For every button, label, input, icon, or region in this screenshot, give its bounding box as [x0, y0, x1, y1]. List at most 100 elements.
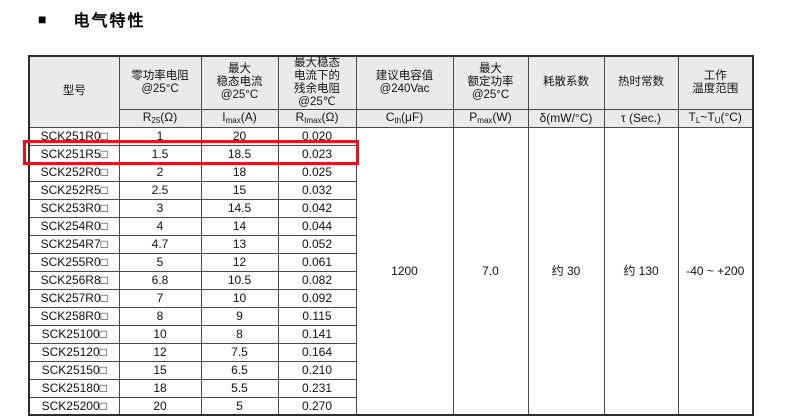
section-title-text: 电气特性	[73, 13, 146, 30]
cell-r25: 4.7	[118, 234, 202, 254]
cell-r25: 15	[118, 360, 202, 380]
cell-model: SCK255R0□	[28, 252, 120, 272]
cell-model: SCK256R8□	[28, 270, 120, 290]
merged-cell-tau: 约 130	[603, 126, 679, 416]
section-bullet-icon: ■	[38, 11, 47, 27]
cell-imax: 12	[200, 252, 279, 272]
table-row: SCK251R5□ 1.5 18.5 0.023	[28, 144, 753, 164]
cell-imax: 10.5	[200, 270, 279, 290]
column-header-recommended-capacitance: 建议电容值 @240Vac	[355, 55, 454, 110]
table-row: SCK25150□ 15 6.5 0.210	[28, 360, 753, 380]
table-row: SCK257R0□ 7 10 0.092	[28, 288, 753, 308]
table-row: SCK251R0□ 1 20 0.020 1200 7.0 约 30 约 130 -40 ~ +…	[28, 126, 754, 416]
cell-rlmax: 0.020	[277, 126, 357, 146]
table-header: 型号 零功率电阻 @25°C 最大 稳态电流 @25°C 最大稳态 电流下的 残…	[28, 55, 754, 128]
cell-imax: 18.5	[200, 144, 279, 164]
merged-cell-temp_range: -40 ~ +200	[677, 126, 754, 416]
column-header-dissipation-factor: 耗散系数	[527, 55, 605, 110]
cell-r25: 7	[118, 288, 202, 308]
cell-model: SCK252R0□	[28, 162, 120, 182]
cell-rlmax: 0.141	[277, 324, 357, 344]
unit-header-tau: τ (Sec.)	[603, 108, 679, 128]
table-row: SCK25200□ 20 5 0.270	[28, 396, 753, 416]
cell-rlmax: 0.044	[277, 216, 357, 236]
cell-r25: 20	[118, 396, 202, 416]
cell-rlmax: 0.092	[277, 288, 357, 308]
unit-header-cth: Cth(μF)	[355, 108, 454, 128]
cell-imax: 14	[200, 216, 279, 236]
cell-model: SCK253R0□	[28, 198, 120, 218]
table-row: SCK252R5□ 2.5 15 0.032	[28, 180, 753, 200]
cell-r25: 6.8	[118, 270, 202, 290]
cell-model: SCK254R0□	[28, 216, 120, 236]
table-row: SCK258R0□ 8 9 0.115	[28, 306, 753, 326]
cell-model: SCK257R0□	[28, 288, 120, 308]
unit-header-imax: Imax(A)	[200, 108, 279, 128]
cell-r25: 1.5	[118, 144, 202, 164]
cell-model: SCK258R0□	[28, 306, 120, 326]
cell-model: SCK25200□	[28, 396, 120, 416]
table-row: SCK255R0□ 5 12 0.061	[28, 252, 753, 272]
cell-imax: 5	[200, 396, 279, 416]
unit-header-r25: R25(Ω)	[118, 108, 202, 128]
cell-rlmax: 0.025	[277, 162, 357, 182]
column-header-thermal-time-constant: 热时常数	[603, 55, 679, 110]
table-row: SCK256R8□ 6.8 10.5 0.082	[28, 270, 753, 290]
cell-imax: 20	[200, 126, 279, 146]
cell-model: SCK25180□	[28, 378, 120, 398]
cell-r25: 3	[118, 198, 202, 218]
cell-rlmax: 0.042	[277, 198, 357, 218]
cell-model: SCK25100□	[28, 324, 120, 344]
cell-imax: 13	[200, 234, 279, 254]
cell-imax: 14.5	[200, 198, 279, 218]
cell-rlmax: 0.164	[277, 342, 357, 362]
table-row: SCK25120□ 12 7.5 0.164	[28, 342, 753, 362]
cell-imax: 6.5	[200, 360, 279, 380]
merged-cell-cth: 1200	[355, 126, 454, 416]
unit-header-temp-range: TL~TU(°C)	[677, 108, 754, 128]
cell-imax: 15	[200, 180, 279, 200]
cell-imax: 8	[200, 324, 279, 344]
cell-model: SCK254R7□	[28, 234, 120, 254]
unit-header-pmax: Pmax(W)	[452, 108, 529, 128]
electrical-characteristics-table: 型号 零功率电阻 @25°C 最大 稳态电流 @25°C 最大稳态 电流下的 残…	[28, 55, 754, 416]
cell-rlmax: 0.270	[277, 396, 357, 416]
column-header-operating-temp-range: 工作 温度范围	[677, 55, 754, 110]
section-title: ■ 电气特性	[38, 7, 145, 31]
cell-r25: 12	[118, 342, 202, 362]
cell-model: SCK252R5□	[28, 180, 120, 200]
cell-rlmax: 0.032	[277, 180, 357, 200]
column-header-model: 型号	[28, 55, 120, 128]
cell-r25: 2	[118, 162, 202, 182]
cell-model: SCK251R5□	[28, 144, 120, 164]
cell-model: SCK25120□	[28, 342, 120, 362]
cell-r25: 1	[118, 126, 202, 146]
cell-imax: 7.5	[200, 342, 279, 362]
column-header-max-rated-power: 最大 额定功率 @25°C	[452, 55, 529, 110]
column-header-max-steady-current: 最大 稳态电流 @25°C	[200, 55, 279, 110]
column-header-zero-power-resistance: 零功率电阻 @25°C	[118, 55, 202, 110]
merged-cell-pmax: 7.0	[452, 126, 529, 416]
group-header-row: 型号 零功率电阻 @25°C 最大 稳态电流 @25°C 最大稳态 电流下的 残…	[28, 55, 754, 128]
cell-model: SCK251R0□	[28, 126, 120, 146]
cell-imax: 9	[200, 306, 279, 326]
cell-r25: 10	[118, 324, 202, 344]
unit-header-rlmax: RImax(Ω)	[277, 108, 357, 128]
merged-cell-delta: 约 30	[527, 126, 605, 416]
cell-rlmax: 0.210	[277, 360, 357, 380]
unit-header-row: R25(Ω) Imax(A) RImax(Ω) Cth(μF) Pmax(W) …	[29, 108, 754, 128]
cell-r25: 8	[118, 306, 202, 326]
cell-rlmax: 0.052	[277, 234, 357, 254]
cell-rlmax: 0.061	[277, 252, 357, 272]
cell-r25: 2.5	[118, 180, 202, 200]
column-header-residual-resistance: 最大稳态 电流下的 残余电阻 @25℃	[277, 55, 357, 110]
cell-imax: 18	[200, 162, 279, 182]
table-body: SCK251R0□ 1 20 0.020 1200 7.0 约 30 约 130 -40 ~ +…	[28, 126, 754, 416]
table-row: SCK25100□ 10 8 0.141	[28, 324, 753, 344]
table-row: SCK25180□ 18 5.5 0.231	[28, 378, 753, 398]
cell-r25: 18	[118, 378, 202, 398]
cell-r25: 5	[118, 252, 202, 272]
cell-rlmax: 0.023	[277, 144, 357, 164]
cell-rlmax: 0.115	[277, 306, 357, 326]
